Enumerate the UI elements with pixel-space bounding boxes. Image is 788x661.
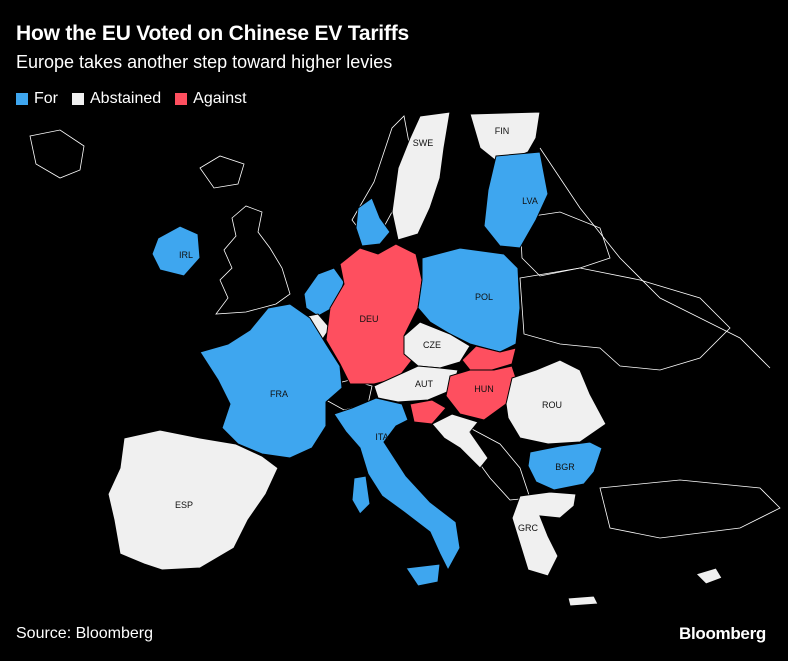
legend-item-abstained: Abstained	[72, 90, 161, 108]
label-lva: LVA	[522, 196, 538, 206]
label-aut: AUT	[415, 379, 434, 389]
label-hun: HUN	[474, 384, 494, 394]
legend-label-abstained: Abstained	[90, 90, 162, 107]
uk-outline	[215, 205, 291, 315]
country-grc[interactable]	[511, 491, 577, 577]
country-baltics[interactable]	[483, 151, 549, 249]
bloomberg-logo: Bloomberg	[678, 624, 766, 643]
legend-item-for: For	[16, 90, 58, 108]
country-ita-sicily[interactable]	[405, 563, 441, 587]
label-swe: SWE	[413, 138, 434, 148]
turkey-outline	[599, 479, 781, 539]
label-ita: ITA	[375, 432, 388, 442]
greenland-fragment-outline	[29, 129, 85, 179]
country-grc-crete[interactable]	[567, 595, 599, 607]
label-cze: CZE	[423, 340, 441, 350]
label-bgr: BGR	[555, 462, 575, 472]
country-swe[interactable]	[391, 111, 451, 241]
legend-item-against: Against	[175, 90, 247, 108]
country-ita-sardinia[interactable]	[351, 475, 371, 515]
legend: For Abstained Against	[16, 90, 247, 108]
source-note: Source: Bloomberg	[16, 625, 153, 642]
label-fra: FRA	[270, 389, 288, 399]
country-bgr[interactable]	[527, 441, 603, 491]
chart-title: How the EU Voted on Chinese EV Tariffs	[16, 22, 409, 45]
legend-label-against: Against	[193, 90, 247, 107]
country-ita[interactable]	[333, 397, 461, 572]
label-irl: IRL	[179, 250, 193, 260]
country-fin[interactable]	[469, 111, 541, 165]
country-svn[interactable]	[409, 399, 447, 425]
country-rou[interactable]	[505, 359, 607, 445]
country-dnk[interactable]	[355, 197, 391, 247]
country-fra[interactable]	[199, 303, 343, 459]
label-deu: DEU	[359, 314, 378, 324]
label-esp: ESP	[175, 500, 193, 510]
country-cze[interactable]	[403, 321, 471, 369]
eastern-borders	[539, 147, 771, 369]
label-rou: ROU	[542, 400, 562, 410]
country-hrv[interactable]	[431, 413, 489, 469]
iceland-outline	[199, 155, 245, 189]
country-cyp[interactable]	[695, 567, 723, 585]
legend-swatch-for	[16, 93, 28, 105]
legend-swatch-against	[175, 93, 188, 105]
ukraine-outline	[519, 267, 731, 371]
legend-swatch-abstained	[72, 93, 84, 105]
label-fin: FIN	[495, 126, 510, 136]
label-grc: GRC	[518, 523, 539, 533]
chart-subtitle: Europe takes another step toward higher …	[16, 52, 393, 72]
country-irl[interactable]	[151, 225, 201, 277]
label-pol: POL	[475, 292, 493, 302]
europe-map: SWE FIN LVA IRL DEU POL CZE AUT HUN FRA …	[29, 111, 781, 607]
belarus-outline	[519, 211, 611, 277]
country-esp[interactable]	[107, 429, 279, 571]
legend-label-for: For	[34, 90, 58, 107]
